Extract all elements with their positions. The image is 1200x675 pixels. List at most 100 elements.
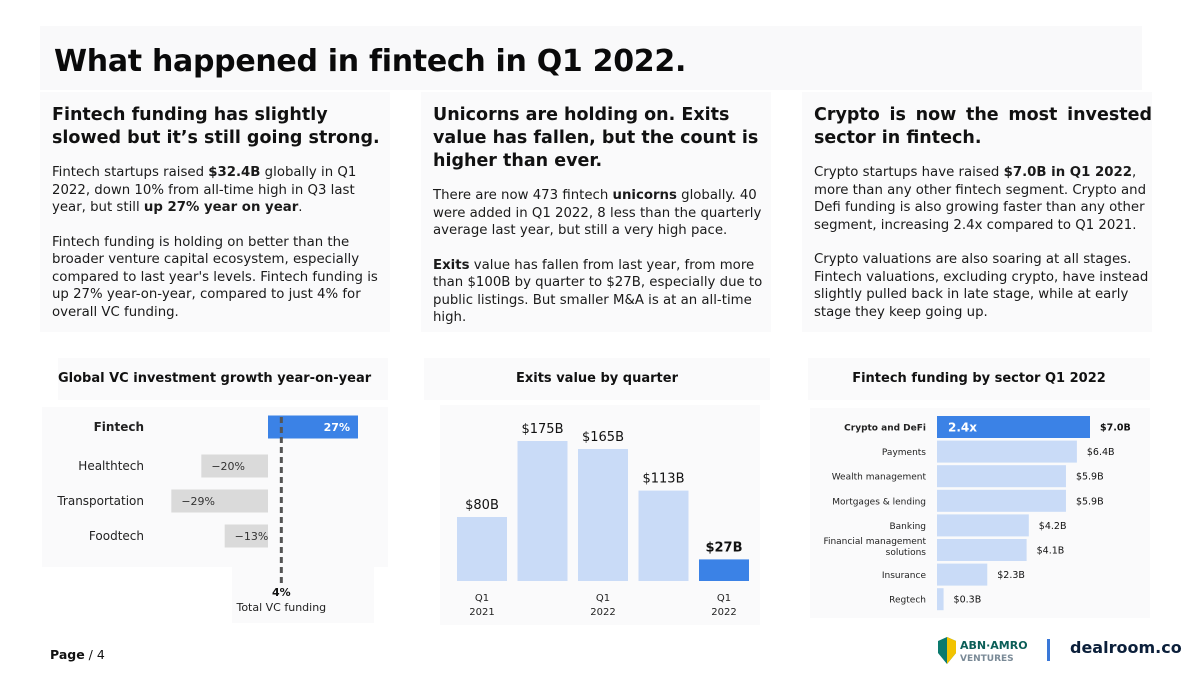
bar <box>937 588 944 611</box>
category-label: Healthtech <box>78 459 144 473</box>
value-label: 27% <box>324 421 350 434</box>
value-label: −13% <box>235 530 269 543</box>
chart-exits: $80B Q1 2021 $175B $165B Q1 2022 $113B $27B Q1 202… <box>440 405 760 625</box>
title-band <box>40 26 1142 90</box>
logo-abn-line1: ABN·AMRO <box>960 639 1028 652</box>
logo-abn-line2: VENTURES <box>960 654 1014 664</box>
x-tick-label: Q1 <box>596 593 610 604</box>
category-label: Financial management <box>823 537 926 547</box>
column-body: Fintech startups raised $32.4B globally … <box>52 164 390 321</box>
value-label: $4.2B <box>1039 521 1067 532</box>
chart-plot-background <box>810 408 1150 618</box>
value-label: $5.9B <box>1076 472 1104 483</box>
x-tick-label: 2022 <box>590 607 615 618</box>
bar <box>937 440 1077 463</box>
category-label: Banking <box>889 522 926 532</box>
bold-text: up 27% year on year <box>143 200 299 215</box>
bar <box>937 563 988 586</box>
bar <box>937 489 1066 512</box>
text-run: Crypto valuations are also soaring at al… <box>814 252 1149 320</box>
bar <box>201 454 268 478</box>
bar <box>638 490 689 581</box>
reference-value-label: 4% <box>272 586 291 599</box>
bar <box>517 441 568 581</box>
value-label: $4.1B <box>1037 546 1065 557</box>
column-paragraph: Crypto valuations are also soaring at al… <box>814 251 1152 321</box>
category-label: Payments <box>882 448 926 458</box>
category-label: Insurance <box>882 571 927 581</box>
growth-annotation: 2.4x <box>948 421 977 435</box>
column-heading: Crypto is now the most invested sector i… <box>814 105 1152 148</box>
column-heading: Unicorns are holding on. Exits value has… <box>433 105 759 171</box>
bar <box>937 416 1090 438</box>
x-tick-label: Q1 <box>475 593 489 604</box>
column-paragraph: There are now 473 fintech unicorns globa… <box>433 187 771 240</box>
column-paragraph: Exits value has fallen from last year, f… <box>433 257 771 327</box>
chart-title-sectors: Fintech funding by sector Q1 2022 <box>852 371 1106 386</box>
logo-divider <box>1047 639 1050 661</box>
value-label: $175B <box>521 422 563 437</box>
column-body: Crypto startups have raised $7.0B in Q1 … <box>814 164 1152 321</box>
value-label: −29% <box>181 495 215 508</box>
category-label: solutions <box>886 548 927 558</box>
text-run: globally. 40 were added in Q1 2022, 8 le… <box>433 188 762 238</box>
value-label: $0.3B <box>954 595 982 606</box>
text-run: Fintech funding is holding on better tha… <box>52 234 378 320</box>
page-number: Page / 4 <box>50 647 105 662</box>
value-label: $5.9B <box>1076 496 1104 507</box>
page-title: What happened in fintech in Q1 2022. <box>54 44 687 79</box>
chart-title-band <box>808 358 1150 400</box>
bold-text: $32.4B <box>208 165 261 180</box>
chart-title-band <box>58 358 388 400</box>
dealroom-logo: dealroom.co <box>1070 638 1182 657</box>
chart-sectors: Crypto and DeFi $7.0B 2.4x Payments $6.4B Wea… <box>810 408 1150 618</box>
value-label: $27B <box>705 540 742 555</box>
column-funding: Fintech funding has slightly slowed but … <box>40 92 390 332</box>
text-run: value has fallen from last year, from mo… <box>433 257 763 326</box>
bar <box>457 517 507 581</box>
value-label: $6.4B <box>1087 447 1115 458</box>
bar <box>937 465 1066 488</box>
category-label: Transportation <box>56 494 144 508</box>
category-label: Fintech <box>94 420 144 434</box>
column-paragraph: Fintech funding is holding on better tha… <box>52 234 390 322</box>
text-run: . <box>298 200 303 215</box>
category-label: Crypto and DeFi <box>844 424 926 434</box>
bar <box>699 559 749 581</box>
category-label: Foodtech <box>89 529 144 543</box>
column-unicorns-exits: Unicorns are holding on. Exits value has… <box>421 92 771 332</box>
column-paragraph: Fintech startups raised $32.4B globally … <box>52 164 390 217</box>
column-crypto: Crypto is now the most invested sector i… <box>802 92 1152 332</box>
bold-text: unicorns <box>612 188 677 203</box>
chart-title-exits: Exits value by quarter <box>516 371 678 386</box>
category-label: Wealth management <box>832 473 927 483</box>
value-label: $2.3B <box>997 570 1025 581</box>
column-paragraph: Crypto startups have raised $7.0B in Q1 … <box>814 164 1152 234</box>
chart-vc-growth: Fintech 27% Healthtech −20% Transportation −2… <box>42 407 388 623</box>
text-run: Fintech startups raised <box>52 165 209 180</box>
value-label: $165B <box>582 430 624 445</box>
value-label: $7.0B <box>1100 423 1131 434</box>
column-body: There are now 473 fintech unicorns globa… <box>433 187 771 327</box>
bar <box>268 415 358 439</box>
bold-text: Exits <box>433 257 470 273</box>
column-heading: Fintech funding has slightly slowed but … <box>52 105 380 148</box>
chart-title-vc-growth: Global VC investment growth year-on-year <box>58 371 372 386</box>
category-label: Mortgages & lending <box>832 497 926 507</box>
bar <box>578 449 628 581</box>
value-label: $80B <box>465 498 499 513</box>
abn-amro-ventures-logo: ABN·AMRO VENTURES <box>938 637 1028 664</box>
reference-sublabel: Total VC funding <box>235 601 326 614</box>
text-run: Crypto startups have raised <box>814 165 1004 180</box>
category-label: Regtech <box>889 596 926 606</box>
bold-text: $7.0B in Q1 2022 <box>1003 165 1132 180</box>
chart-title-band <box>424 358 770 400</box>
text-run: There are now 473 fintech <box>433 188 613 203</box>
bar <box>937 539 1027 561</box>
reference-label-background <box>232 567 374 623</box>
x-tick-label: 2022 <box>711 607 736 618</box>
bar <box>937 514 1029 537</box>
bar <box>171 489 268 513</box>
text-run: , more than any other fintech segment. C… <box>814 165 1147 233</box>
bar <box>224 524 268 548</box>
